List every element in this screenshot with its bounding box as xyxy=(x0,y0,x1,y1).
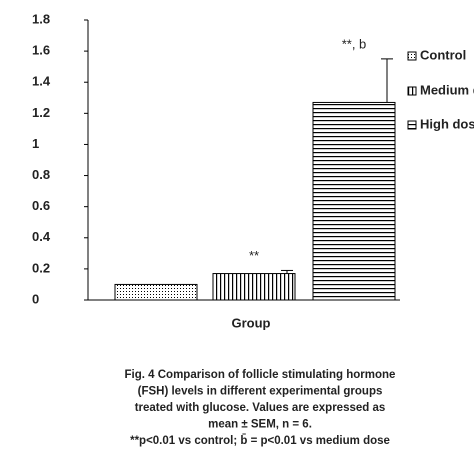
caption: Fig. 4 Comparison of follicle stimulatin… xyxy=(125,369,396,381)
y-tick-label: 0 xyxy=(32,291,39,306)
bar xyxy=(114,283,198,301)
caption: treated with glucose. Values are express… xyxy=(135,402,386,414)
bar xyxy=(312,101,396,301)
legend-label: High dose xyxy=(420,116,474,131)
y-tick-label: 0.8 xyxy=(32,167,50,182)
caption: mean ± SEM, n = 6. xyxy=(208,419,312,431)
annotation: ** xyxy=(249,248,259,263)
y-tick-label: 1.8 xyxy=(32,11,50,26)
y-tick-label: 0.2 xyxy=(32,260,50,275)
y-tick-label: 0.4 xyxy=(32,229,51,244)
legend-swatch xyxy=(407,120,417,130)
annotation: **, b xyxy=(342,36,367,51)
y-tick-label: 1.6 xyxy=(32,43,50,58)
y-tick-label: 1.4 xyxy=(32,74,51,89)
y-tick-label: 1.2 xyxy=(32,105,50,120)
y-tick-label: 0.6 xyxy=(32,198,50,213)
bar xyxy=(212,273,296,301)
legend-label: Medium dose xyxy=(420,82,474,97)
y-tick-label: 1 xyxy=(32,136,39,151)
legend-swatch xyxy=(407,51,417,61)
legend-label: Control xyxy=(420,47,466,62)
caption: (FSH) levels in different experimental g… xyxy=(138,386,383,398)
caption: **p<0.01 vs control; b̄ = p<0.01 vs medi… xyxy=(130,435,390,447)
legend-swatch xyxy=(407,86,417,96)
x-axis-label: Group xyxy=(232,315,271,330)
